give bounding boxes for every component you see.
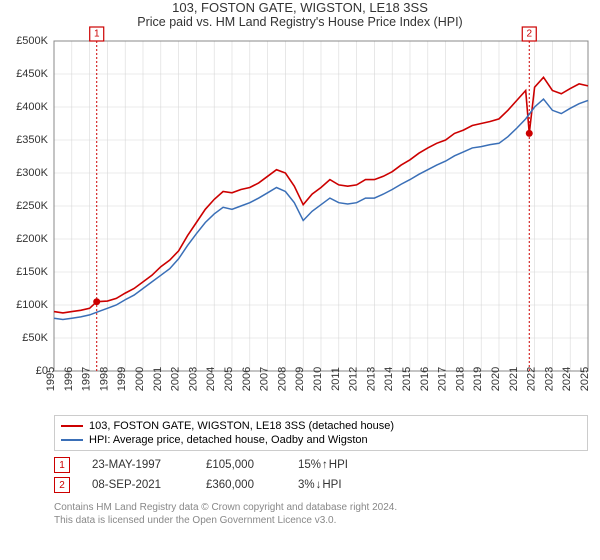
svg-text:2018: 2018 bbox=[454, 367, 466, 391]
footer-line-1: Contains HM Land Registry data © Crown c… bbox=[54, 501, 588, 514]
svg-text:2024: 2024 bbox=[561, 367, 573, 391]
footer-line-2: This data is licensed under the Open Gov… bbox=[54, 514, 588, 527]
svg-text:2010: 2010 bbox=[312, 367, 324, 391]
svg-text:£150K: £150K bbox=[16, 266, 48, 278]
transaction-marker-dot bbox=[93, 298, 100, 305]
transaction-marker-dot bbox=[526, 130, 533, 137]
svg-text:2009: 2009 bbox=[294, 367, 306, 391]
arrow-icon: ↑ bbox=[322, 459, 328, 471]
svg-text:2014: 2014 bbox=[383, 367, 395, 391]
svg-text:2015: 2015 bbox=[401, 367, 413, 391]
svg-text:1998: 1998 bbox=[98, 367, 110, 391]
line-chart: £0£50K£100K£150K£200K£250K£300K£350K£400… bbox=[54, 35, 588, 407]
svg-text:2001: 2001 bbox=[152, 367, 164, 391]
transaction-delta: 3% ↓ HPI bbox=[298, 479, 342, 491]
svg-text:£100K: £100K bbox=[16, 299, 48, 311]
svg-text:2005: 2005 bbox=[223, 367, 235, 391]
legend-item: HPI: Average price, detached house, Oadb… bbox=[61, 433, 581, 447]
transaction-price: £360,000 bbox=[206, 479, 276, 491]
legend-item: 103, FOSTON GATE, WIGSTON, LE18 3SS (det… bbox=[61, 419, 581, 433]
svg-text:1999: 1999 bbox=[116, 367, 128, 391]
transaction-delta: 15% ↑ HPI bbox=[298, 459, 348, 471]
chart-area: £0£50K£100K£150K£200K£250K£300K£350K£400… bbox=[54, 35, 588, 407]
svg-text:1995: 1995 bbox=[45, 367, 57, 391]
legend-label: 103, FOSTON GATE, WIGSTON, LE18 3SS (det… bbox=[89, 420, 394, 432]
legend-label: HPI: Average price, detached house, Oadb… bbox=[89, 434, 368, 446]
transaction-date: 08-SEP-2021 bbox=[92, 479, 184, 491]
svg-text:£50K: £50K bbox=[22, 332, 48, 344]
transaction-table: 1 23-MAY-1997 £105,000 15% ↑ HPI 2 08-SEP-202… bbox=[54, 455, 588, 495]
svg-text:£300K: £300K bbox=[16, 167, 48, 179]
svg-text:2019: 2019 bbox=[472, 367, 484, 391]
svg-text:2011: 2011 bbox=[330, 367, 342, 391]
svg-text:2017: 2017 bbox=[437, 367, 449, 391]
transaction-badge: 1 bbox=[54, 457, 70, 473]
svg-text:2004: 2004 bbox=[205, 367, 217, 391]
svg-text:2003: 2003 bbox=[187, 367, 199, 391]
legend: 103, FOSTON GATE, WIGSTON, LE18 3SS (det… bbox=[54, 415, 588, 451]
svg-text:2002: 2002 bbox=[170, 367, 182, 391]
transaction-price: £105,000 bbox=[206, 459, 276, 471]
transaction-badge: 2 bbox=[54, 477, 70, 493]
arrow-icon: ↓ bbox=[316, 479, 322, 491]
svg-text:2007: 2007 bbox=[259, 367, 271, 391]
svg-text:£400K: £400K bbox=[16, 101, 48, 113]
svg-text:2006: 2006 bbox=[241, 367, 253, 391]
svg-text:£350K: £350K bbox=[16, 134, 48, 146]
svg-text:£500K: £500K bbox=[16, 35, 48, 47]
svg-text:2: 2 bbox=[526, 29, 532, 40]
svg-text:2020: 2020 bbox=[490, 367, 502, 391]
svg-text:2025: 2025 bbox=[579, 367, 591, 391]
svg-text:1997: 1997 bbox=[81, 367, 93, 391]
svg-text:2016: 2016 bbox=[419, 367, 431, 391]
svg-text:2023: 2023 bbox=[543, 367, 555, 391]
svg-text:£450K: £450K bbox=[16, 68, 48, 80]
transaction-row: 1 23-MAY-1997 £105,000 15% ↑ HPI bbox=[54, 455, 588, 475]
svg-text:£250K: £250K bbox=[16, 200, 48, 212]
svg-text:2021: 2021 bbox=[508, 367, 520, 391]
svg-text:1: 1 bbox=[94, 29, 100, 40]
svg-text:2008: 2008 bbox=[276, 367, 288, 391]
svg-text:2000: 2000 bbox=[134, 367, 146, 391]
legend-swatch bbox=[61, 425, 83, 427]
svg-text:2012: 2012 bbox=[348, 367, 360, 391]
transaction-date: 23-MAY-1997 bbox=[92, 459, 184, 471]
svg-text:2013: 2013 bbox=[365, 367, 377, 391]
svg-text:1996: 1996 bbox=[63, 367, 75, 391]
chart-title: 103, FOSTON GATE, WIGSTON, LE18 3SS bbox=[0, 0, 600, 15]
legend-swatch bbox=[61, 439, 83, 441]
svg-text:2022: 2022 bbox=[526, 367, 538, 391]
footer-attribution: Contains HM Land Registry data © Crown c… bbox=[54, 501, 588, 527]
transaction-row: 2 08-SEP-2021 £360,000 3% ↓ HPI bbox=[54, 475, 588, 495]
svg-text:£200K: £200K bbox=[16, 233, 48, 245]
